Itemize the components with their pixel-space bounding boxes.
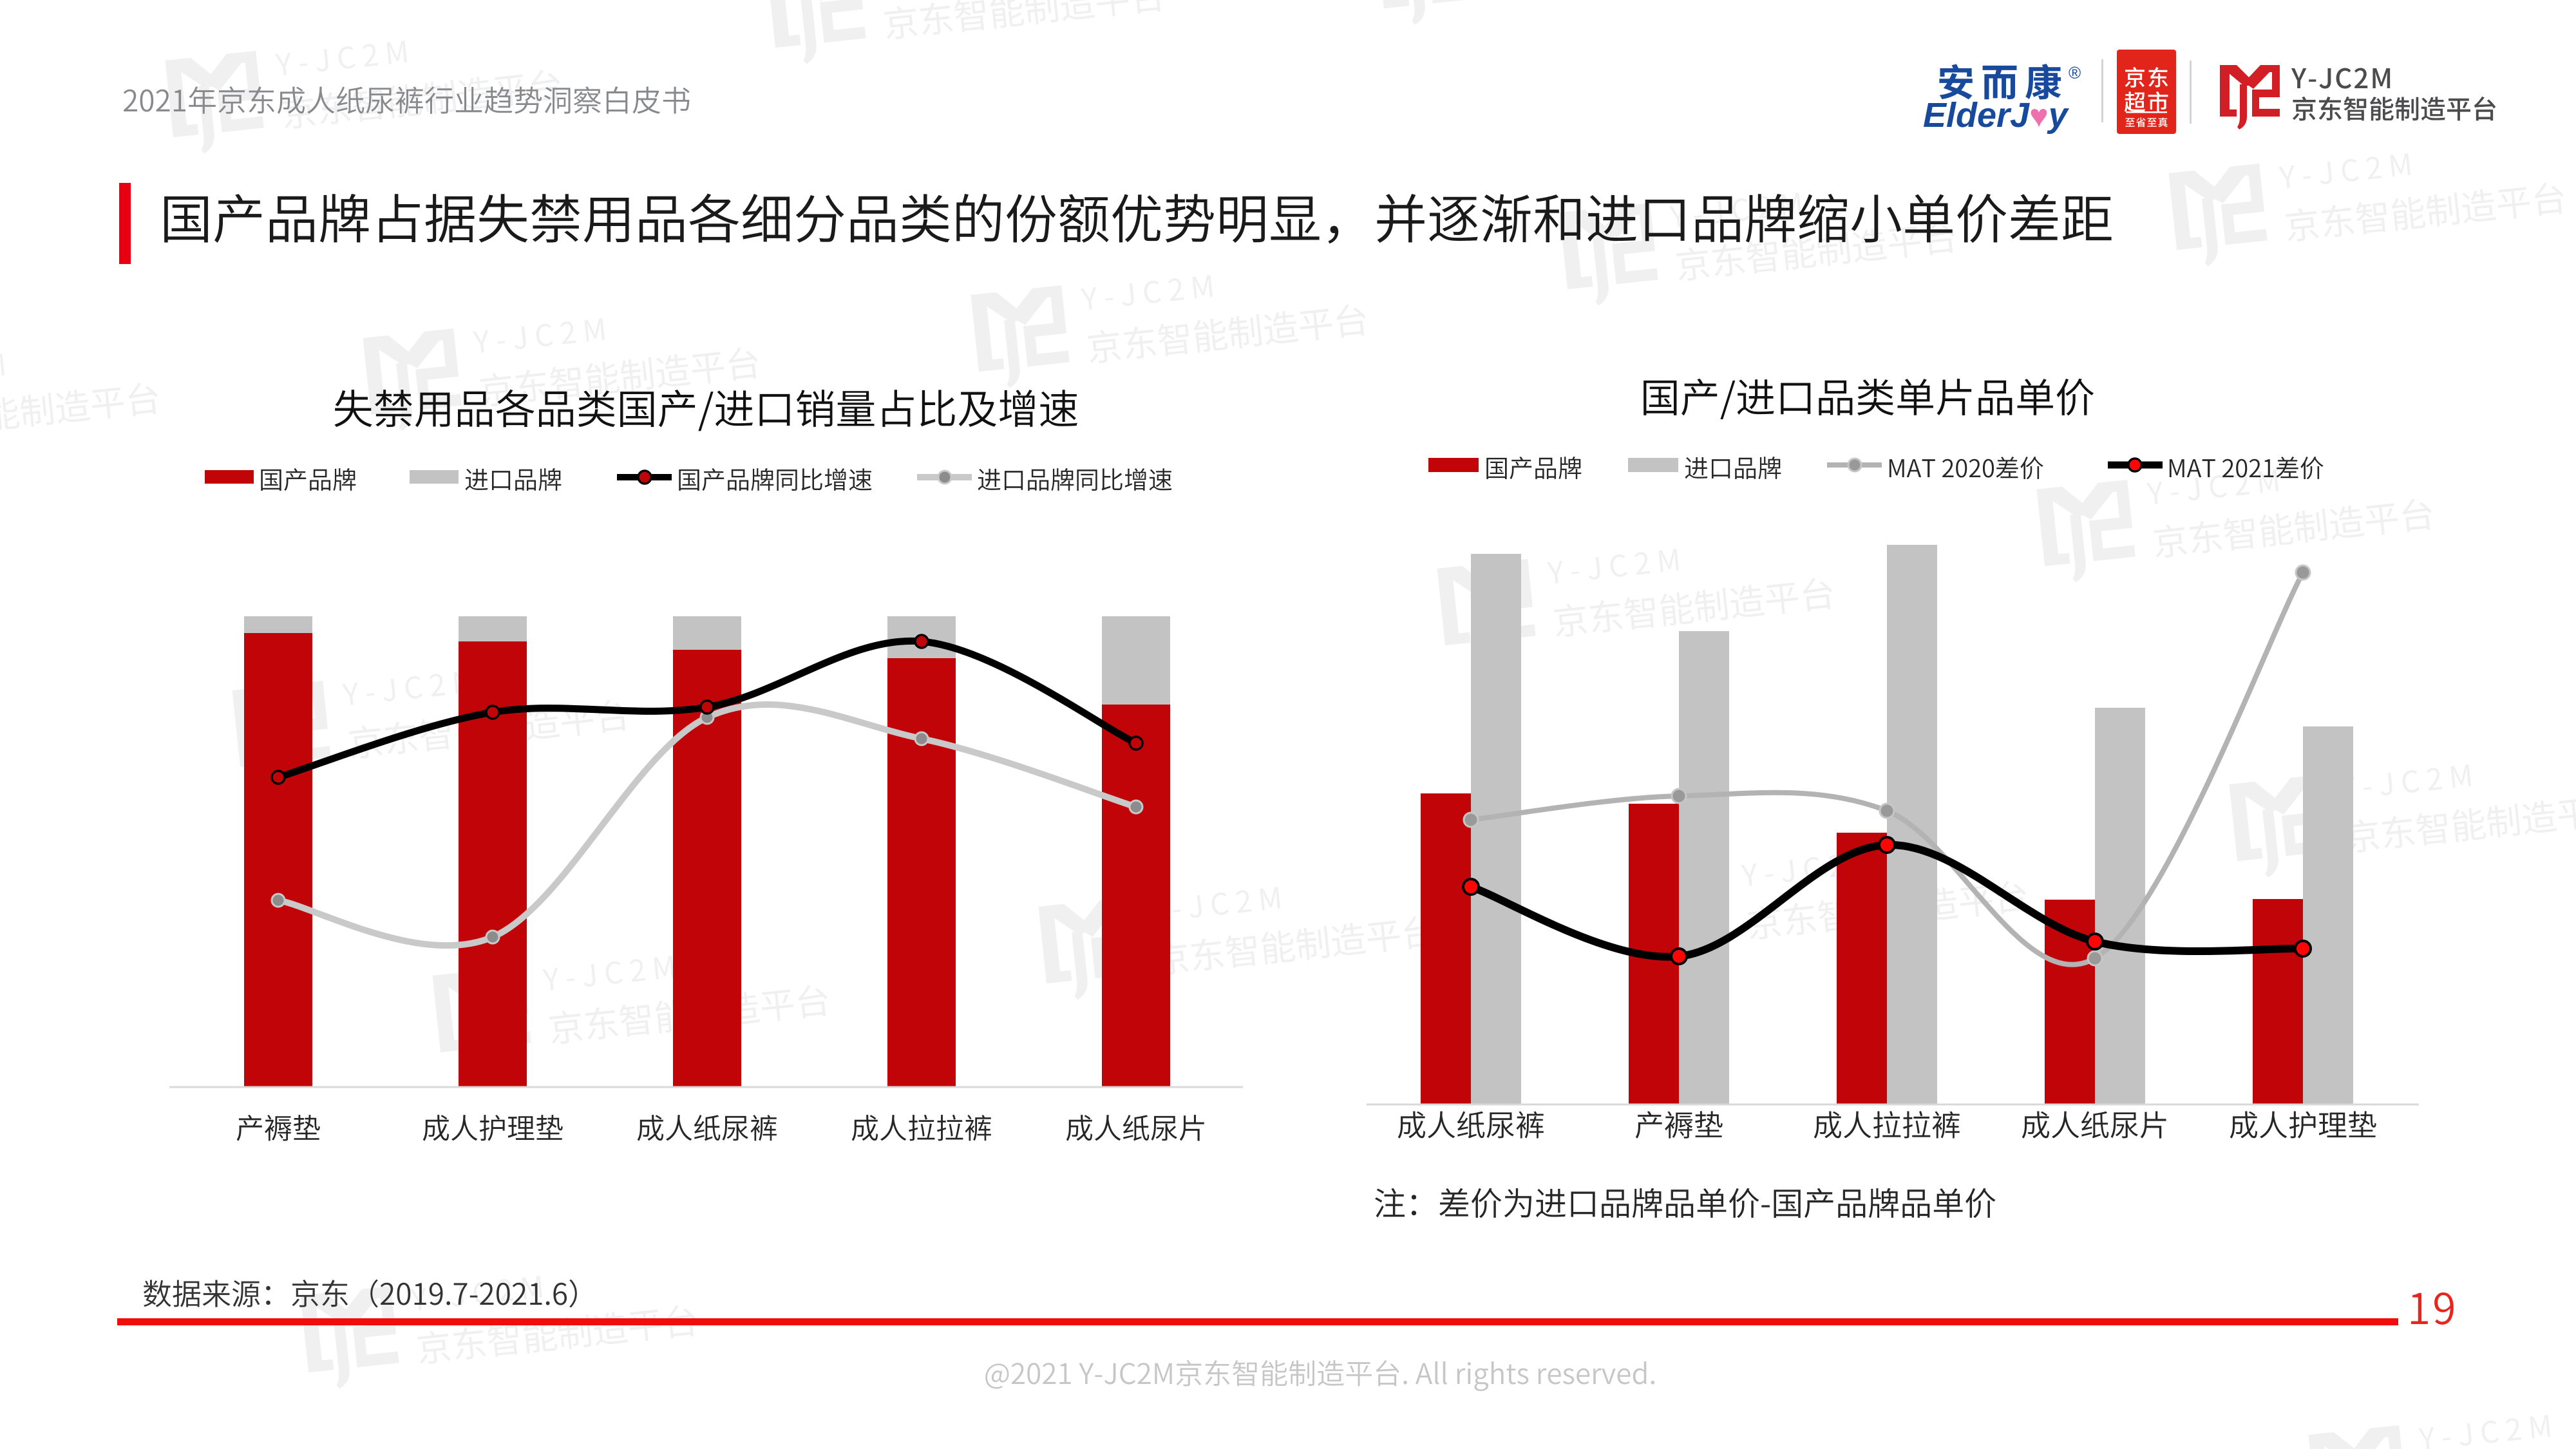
svg-text:®: ® — [2069, 63, 2081, 82]
svg-text:ElderJ♥y: ElderJ♥y — [1923, 96, 2070, 135]
